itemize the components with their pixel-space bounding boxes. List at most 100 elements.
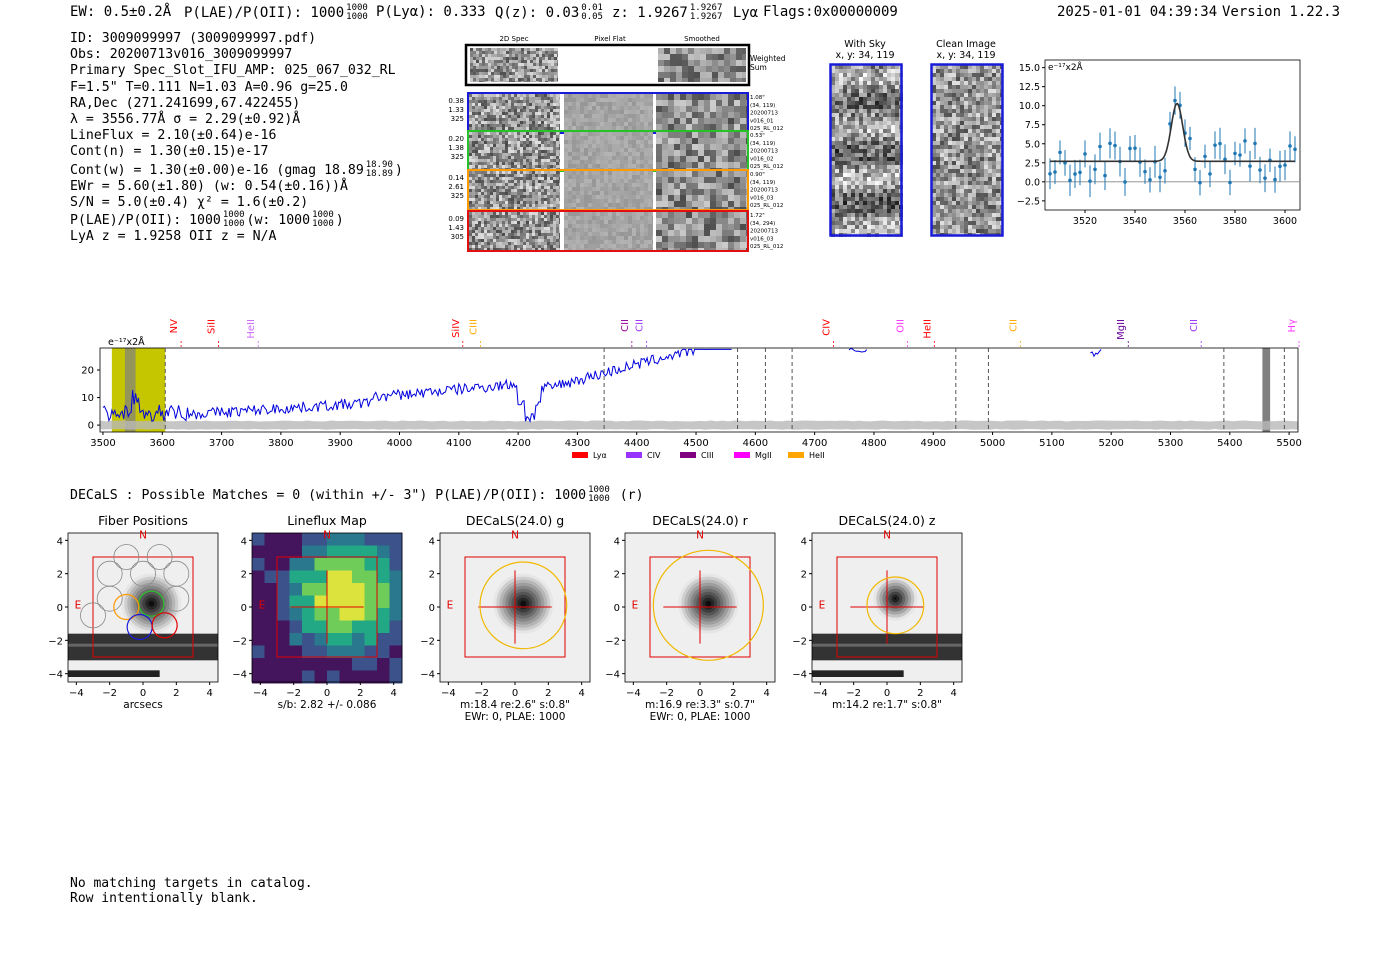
compass-n: N — [139, 530, 147, 542]
fit-point — [1193, 167, 1197, 172]
spectral-line-label: CIV — [821, 319, 832, 336]
panel-xtick-label: 4 — [763, 688, 769, 699]
imaging-panel-0: Fiber Positions N E 4 2 0 −2 −4 −4 −2 0 2 4 arcsecs — [48, 513, 219, 711]
spec-xtick-label: 4900 — [921, 438, 946, 449]
stat-sn: S/N = 5.0(±0.4) χ² = 1.6(±0.2) — [70, 195, 309, 211]
cutout-right-2-1: (34, 119) — [750, 180, 775, 186]
fit-point — [1233, 151, 1237, 156]
spectral-line-label: HeII — [246, 319, 257, 339]
cutout-left-1-2: 325 — [451, 153, 464, 161]
panel-xtick-label: 0 — [697, 688, 703, 699]
spectrum-axes — [99, 347, 1299, 433]
panel-ytick-label: 4 — [429, 536, 435, 547]
spectral-line-label: CII — [620, 319, 631, 332]
spec-ytick-label: 0 — [88, 421, 94, 432]
cutout-flat-1 — [564, 132, 653, 170]
compass-n: N — [696, 530, 704, 542]
catalog-note: No matching targets in catalog. Row inte… — [70, 876, 313, 906]
imaging-panel-2: DECaLS(24.0) g N E 4 2 0 −2 −4 −4 −2 0 2 4 m:18.4 re:… — [420, 513, 591, 723]
fit-ytick-label: 7.5 — [1025, 120, 1040, 131]
cutout-smooth-3 — [656, 212, 747, 250]
spec-xtick-label: 4700 — [802, 438, 827, 449]
header-version: Version 1.22.3 — [1222, 4, 1341, 20]
spec-xtick-label: 4800 — [861, 438, 886, 449]
panel-xtick-label: 4 — [950, 688, 956, 699]
fit-point — [1213, 143, 1217, 147]
spec-xtick-label: 5100 — [1039, 438, 1064, 449]
header-z: z: 1.9267 1.9267 1.9267 Lyα — [612, 3, 759, 22]
fit-point — [1078, 170, 1082, 175]
spectral-line-label: OII — [896, 319, 907, 333]
header-flags: Flags:0x00000009 — [763, 4, 898, 20]
panel-title: DECaLS(24.0) r — [652, 513, 748, 528]
cutout-2d-3 — [469, 212, 560, 250]
panel-title: Lineflux Map — [287, 513, 367, 528]
panel-ytick-label: −2 — [48, 636, 63, 647]
fit-point — [1098, 144, 1102, 149]
masked-region-2 — [1262, 348, 1271, 432]
cutout-left-2-2: 325 — [451, 192, 464, 200]
cutout-flat-3 — [564, 212, 653, 250]
cutout-left-3-2: 305 — [451, 233, 464, 241]
stat-fiber: F=1.5" T=0.111 N=1.03 A=0.96 g=25.0 — [70, 79, 348, 95]
panel-xtick-label: 2 — [730, 688, 736, 699]
panel-xtick-label: 0 — [324, 688, 330, 699]
aperture-box — [464, 556, 566, 658]
spectral-line-label: CIII — [469, 319, 480, 335]
fit-point — [1148, 178, 1152, 182]
cutout-right-0-2: 20200713 — [750, 111, 778, 117]
fit-point — [1188, 136, 1192, 141]
fit-point — [1248, 164, 1252, 168]
panel-ytick-label: −4 — [48, 670, 63, 681]
full-spectrum-plot: e⁻¹⁷x2Å 20 10 0 3500 3600 3700 3800 3900 4000 4100… — [81, 319, 1302, 460]
header-timestamp: 2025-01-01 04:39:34 — [1057, 4, 1218, 20]
cutout-left-0-0: 0.38 — [448, 97, 464, 105]
fit-point — [1228, 180, 1232, 185]
panel-ytick-label: −4 — [420, 670, 435, 681]
panel-ytick-label: −2 — [232, 636, 247, 647]
imaging-panel-3: DECaLS(24.0) r N E 4 2 0 −2 −4 −4 −2 0 2 4 m:16.9 re:… — [605, 513, 776, 723]
weighted-sum-smooth — [658, 48, 746, 82]
fit-point — [1253, 141, 1257, 146]
fit-unit-label: e⁻¹⁷x2Å — [1048, 61, 1084, 73]
panel-image — [252, 533, 403, 684]
with-sky-title: With Sky x, y: 34, 119 — [835, 39, 895, 61]
fit-point — [1093, 167, 1097, 172]
spectrum-error-band — [100, 420, 1298, 430]
panel-ytick-label: 2 — [241, 570, 247, 581]
spectral-line-label: MgII — [1116, 319, 1127, 340]
panel-caption-1: m:18.4 re:2.6" s:0.8" — [460, 699, 570, 711]
weighted-sum-2d — [470, 48, 558, 82]
cutout-right-3-1: (34, 294) — [750, 221, 775, 227]
fit-point — [1068, 178, 1072, 183]
panel-ytick-label: −2 — [420, 636, 435, 647]
fit-point — [1198, 180, 1202, 185]
legend-label: CIII — [701, 451, 714, 460]
fit-axes — [1044, 59, 1301, 211]
fit-model-curve — [1050, 102, 1295, 163]
with-sky-frame — [829, 63, 903, 237]
cutout-left-1-1: 1.38 — [448, 144, 464, 152]
stat-plae: P(LAE)/P(OII): 1000 1000 1000 (w: 1000 1000 1… — [70, 210, 344, 230]
cutout-right-0-0: 1.08" — [750, 95, 765, 101]
panel-ytick-label: −4 — [605, 670, 620, 681]
panel-xtick-label: 4 — [578, 688, 584, 699]
spec-xtick-label: 3500 — [90, 438, 115, 449]
spec-xtick-label: 4200 — [505, 438, 530, 449]
fit-xtick-label: 3540 — [1123, 216, 1147, 227]
spec-ytick-label: 10 — [81, 393, 94, 404]
fit-point — [1048, 172, 1052, 176]
panel-ytick-label: 0 — [801, 603, 807, 614]
fiber-circle — [96, 585, 123, 612]
compass-n: N — [883, 530, 891, 542]
spec-xtick-label: 5500 — [1276, 438, 1301, 449]
compass-n: N — [511, 530, 519, 542]
cutout-right-3-3: v016_03 — [750, 236, 774, 242]
legend-label: MgII — [755, 451, 772, 460]
cutout-right-0-3: v016_01 — [750, 118, 774, 124]
spectral-line-label: SiIV — [451, 319, 462, 338]
cutout-flat-0 — [564, 94, 653, 132]
stat-lineflux: LineFlux = 2.10(±0.64)e-16 — [70, 128, 277, 144]
spec-xtick-label: 4500 — [683, 438, 708, 449]
